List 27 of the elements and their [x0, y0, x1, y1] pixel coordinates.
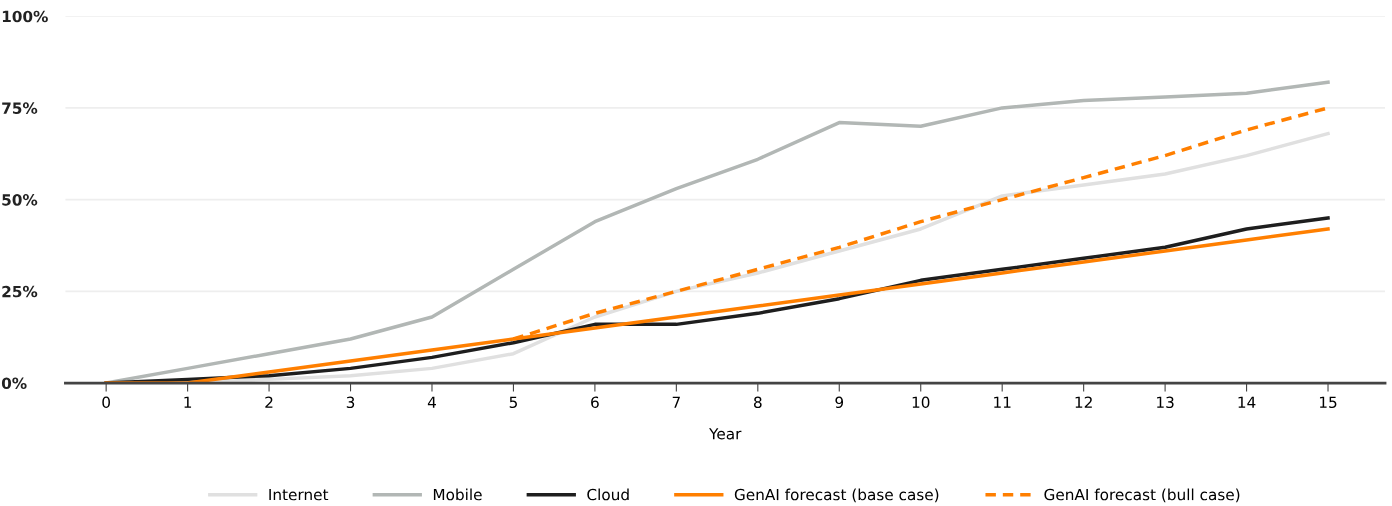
legend-label: Internet [269, 488, 329, 501]
x-tick-label: 2 [265, 396, 273, 408]
y-tick-label: 75% [2, 102, 38, 114]
x-tick-label: 15 [1319, 396, 1337, 409]
x-tick-label: 5 [509, 396, 517, 409]
x-tick-label: 8 [753, 396, 762, 409]
x-tick-label: 3 [346, 396, 355, 409]
x-tick-label: 10 [912, 396, 930, 409]
x-tick-label: 1 [184, 396, 192, 408]
x-tick-label: 9 [835, 396, 844, 409]
x-tick-label: 6 [591, 396, 599, 409]
x-tick-label: 12 [1075, 396, 1092, 408]
x-tick-label: 7 [672, 396, 680, 408]
x-tick-label: 4 [427, 396, 436, 408]
x-tick-label: 13 [1157, 396, 1174, 409]
x-axis-title: Year [709, 428, 742, 440]
y-tick-label: 25% [2, 285, 38, 298]
x-tick-label: 11 [994, 396, 1011, 408]
legend-label: GenAI forecast (base case) [734, 488, 939, 503]
y-tick-label: 100% [2, 10, 48, 23]
y-tick-label: 50% [2, 194, 38, 206]
x-tick-label: 14 [1238, 396, 1256, 408]
legend-label: Mobile [433, 488, 482, 501]
x-tick-label: 0 [102, 396, 110, 409]
legend-label: GenAI forecast (bull case) [1044, 488, 1240, 503]
y-tick-label: 0% [1, 377, 27, 390]
legend-label: Cloud [587, 488, 629, 501]
